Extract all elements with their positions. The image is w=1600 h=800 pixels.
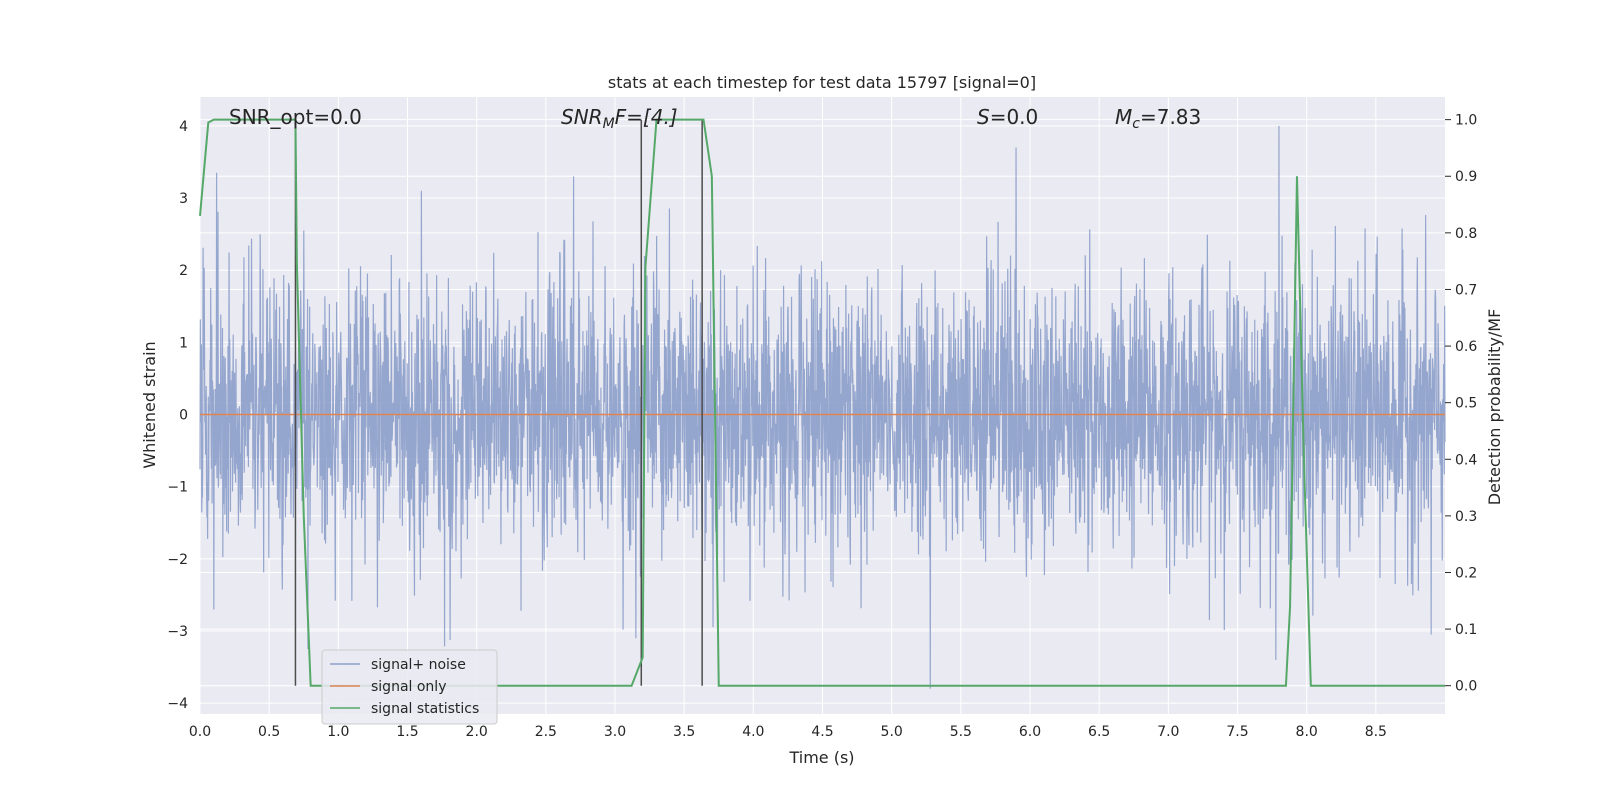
y-tick-label: −1 bbox=[167, 480, 188, 496]
signal-noise-series bbox=[199, 125, 1446, 689]
y-axis-label: Whitened strain bbox=[140, 341, 159, 468]
x-tick-label: 5.5 bbox=[950, 724, 972, 740]
x-tick-labels: 0.0 0.5 1.0 1.5 2.0 2.5 3.0 3.5 4.0 4.5 5.0 5.5 6.0 6… bbox=[189, 724, 1387, 740]
signal-noise-line bbox=[199, 125, 1446, 689]
y-tick-label: 3 bbox=[179, 191, 188, 207]
x-tick-label: 6.5 bbox=[1088, 724, 1110, 740]
y-right-tick-label: 0.0 bbox=[1455, 679, 1477, 695]
snr-mf-annotation: SNRMF=[4.] bbox=[561, 105, 678, 132]
x-axis-label: Time (s) bbox=[788, 748, 854, 767]
x-tick-label: 4.0 bbox=[742, 724, 764, 740]
x-tick-label: 2.5 bbox=[535, 724, 557, 740]
x-tick-label: 2.0 bbox=[466, 724, 488, 740]
y-right-tick-label: 0.9 bbox=[1455, 169, 1477, 185]
y-tick-label: 0 bbox=[179, 408, 188, 424]
y-right-tick-label: 0.6 bbox=[1455, 339, 1477, 355]
legend-label-signal-only: signal only bbox=[371, 679, 446, 695]
legend-box bbox=[321, 649, 498, 725]
y-right-tick-label: 0.8 bbox=[1455, 226, 1477, 242]
s-annotation: S=0.0 bbox=[977, 105, 1038, 129]
x-tick-label: 1.5 bbox=[396, 724, 418, 740]
x-tick-label: 0.0 bbox=[189, 724, 211, 740]
y-right-tick-label: 0.3 bbox=[1455, 509, 1477, 525]
y-tick-labels: 4 3 2 1 0 −1 −2 −3 −4 bbox=[167, 119, 188, 712]
y-tick-label: 2 bbox=[179, 263, 188, 279]
y-tick-label: 1 bbox=[179, 335, 188, 351]
y-tick-label: −4 bbox=[167, 696, 188, 712]
y-tick-label: −2 bbox=[167, 552, 188, 568]
snr-opt-annotation: SNR_opt=0.0 bbox=[229, 105, 362, 129]
y-tick-label: −3 bbox=[167, 624, 188, 640]
x-tick-label: 8.0 bbox=[1296, 724, 1318, 740]
x-tick-label: 3.0 bbox=[604, 724, 626, 740]
chart-title: stats at each timestep for test data 157… bbox=[608, 73, 1036, 92]
signal-statistics-series bbox=[199, 118, 1445, 687]
y-right-tick-label: 0.1 bbox=[1455, 622, 1477, 638]
x-tick-label: 3.5 bbox=[673, 724, 695, 740]
y-right-tick-label: 0.5 bbox=[1455, 396, 1477, 412]
y-right-tick-label: 0.7 bbox=[1455, 282, 1477, 298]
y-right-tick-label: 0.4 bbox=[1455, 452, 1477, 468]
legend: signal+ noise signal only signal statist… bbox=[321, 649, 498, 725]
legend-label-noise: signal+ noise bbox=[371, 657, 466, 673]
x-tick-label: 7.5 bbox=[1226, 724, 1248, 740]
x-tick-label: 1.0 bbox=[327, 724, 349, 740]
legend-label-statistics: signal statistics bbox=[371, 701, 479, 717]
x-tick-label: 7.0 bbox=[1157, 724, 1179, 740]
mc-annotation: Mc=7.83 bbox=[1115, 105, 1201, 132]
y-tick-label: 4 bbox=[179, 119, 188, 135]
x-tick-label: 8.5 bbox=[1365, 724, 1387, 740]
x-tick-label: 0.5 bbox=[258, 724, 280, 740]
y-right-tick-label: 0.2 bbox=[1455, 565, 1477, 581]
y-right-tick-labels: 1.0 0.9 0.8 0.7 0.6 0.5 0.4 0.3 0.2 0.1 0.0 bbox=[1445, 113, 1477, 695]
y-right-axis-label: Detection probability/MF bbox=[1485, 309, 1504, 506]
x-tick-label: 4.5 bbox=[811, 724, 833, 740]
x-tick-label: 6.0 bbox=[1019, 724, 1041, 740]
y-right-tick-label: 1.0 bbox=[1455, 113, 1477, 129]
x-tick-label: 5.0 bbox=[881, 724, 903, 740]
